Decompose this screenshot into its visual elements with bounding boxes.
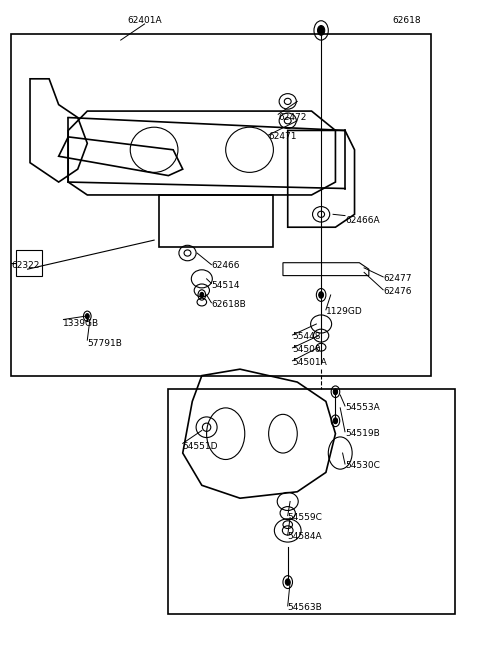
Text: 62466A: 62466A [345,216,380,226]
Text: 54501A: 54501A [292,358,327,367]
Bar [16,249,42,275]
Text: 62476: 62476 [383,287,412,296]
Text: 54519B: 54519B [345,429,380,438]
Text: 62618B: 62618B [211,300,246,309]
Text: 54500: 54500 [292,345,321,354]
Text: 62472: 62472 [278,113,307,122]
Text: 62471: 62471 [269,132,297,141]
Text: 55448: 55448 [292,332,321,341]
Circle shape [318,25,324,35]
Text: 54551D: 54551D [183,442,218,451]
Circle shape [319,292,324,298]
Bar [11,34,431,376]
Bar [168,389,455,614]
Text: 62401A: 62401A [127,16,162,25]
Text: 62466: 62466 [211,261,240,270]
Circle shape [200,292,204,297]
Text: 54530C: 54530C [345,461,380,470]
Text: 1129GD: 1129GD [326,307,363,316]
Text: 1339GB: 1339GB [63,319,99,329]
Circle shape [85,314,89,319]
Text: 54584A: 54584A [288,533,323,542]
Text: 54553A: 54553A [345,403,380,412]
Text: 62477: 62477 [383,274,412,283]
Text: 62322: 62322 [11,261,39,270]
Text: 54514: 54514 [211,281,240,290]
Circle shape [285,579,290,585]
Text: 54563B: 54563B [288,603,323,612]
Text: 54559C: 54559C [288,513,323,522]
Text: 62618: 62618 [393,16,421,25]
Circle shape [333,389,337,395]
Circle shape [333,418,337,424]
Text: 57791B: 57791B [87,339,122,348]
